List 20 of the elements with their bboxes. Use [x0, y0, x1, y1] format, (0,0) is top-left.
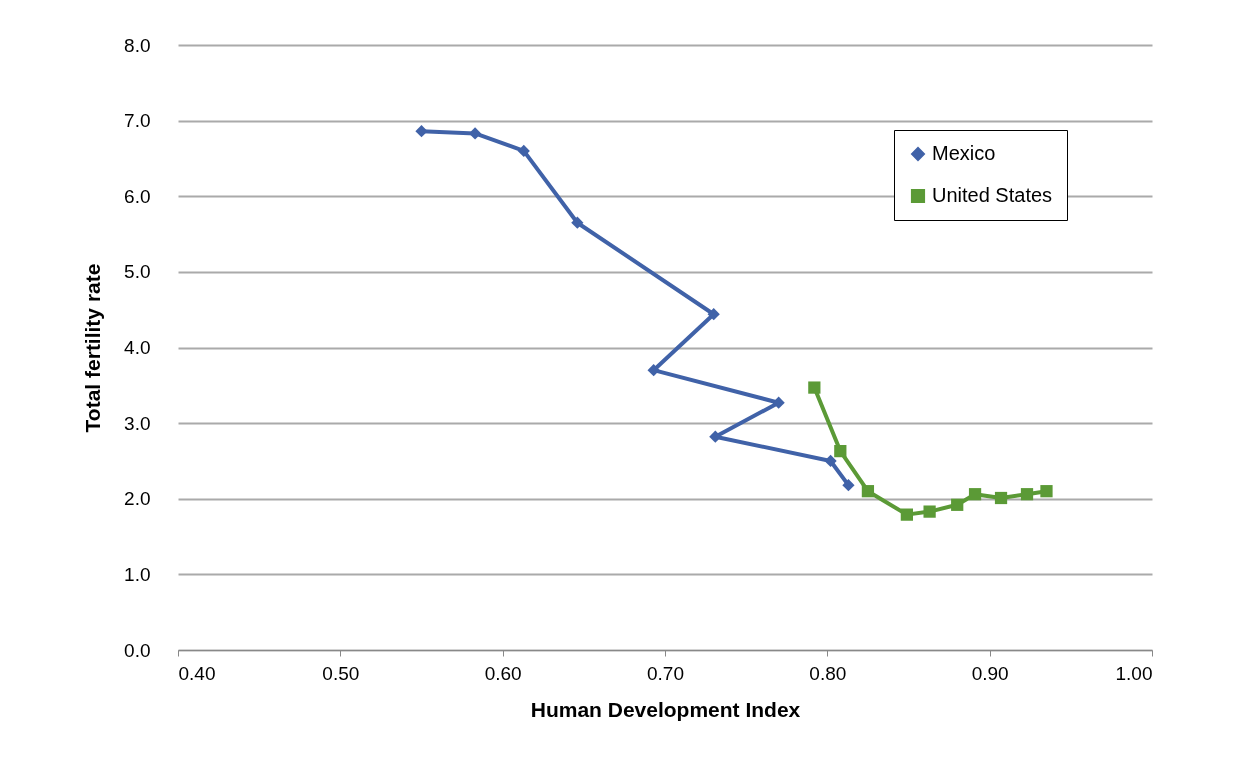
x-tick-label: 0.90	[971, 662, 1009, 684]
x-tick-label: 0.50	[322, 662, 360, 684]
y-tick-label: 1.0	[124, 563, 151, 585]
x-tick-label: 1.00	[1115, 662, 1153, 684]
y-axis-title: Total fertility rate	[81, 263, 105, 433]
legend-label: Mexico	[932, 142, 996, 164]
x-tick-label: 0.80	[809, 662, 847, 684]
y-tick-label: 3.0	[124, 412, 151, 434]
x-axis-title: Human Development Index	[530, 697, 801, 721]
y-tick-label: 2.0	[124, 488, 151, 510]
y-tick-label: 0.0	[124, 639, 151, 661]
y-tick-label: 4.0	[124, 337, 151, 358]
x-tick-label: 0.60	[484, 662, 522, 684]
legend-label: United States	[932, 184, 1053, 206]
y-tick-label: 7.0	[124, 110, 151, 132]
y-tick-label: 8.0	[124, 34, 151, 56]
x-tick-label: 0.70	[647, 662, 684, 684]
y-tick-label: 6.0	[124, 185, 151, 207]
y-tick-label: 5.0	[124, 261, 151, 283]
x-tick-label: 0.40	[178, 662, 216, 684]
